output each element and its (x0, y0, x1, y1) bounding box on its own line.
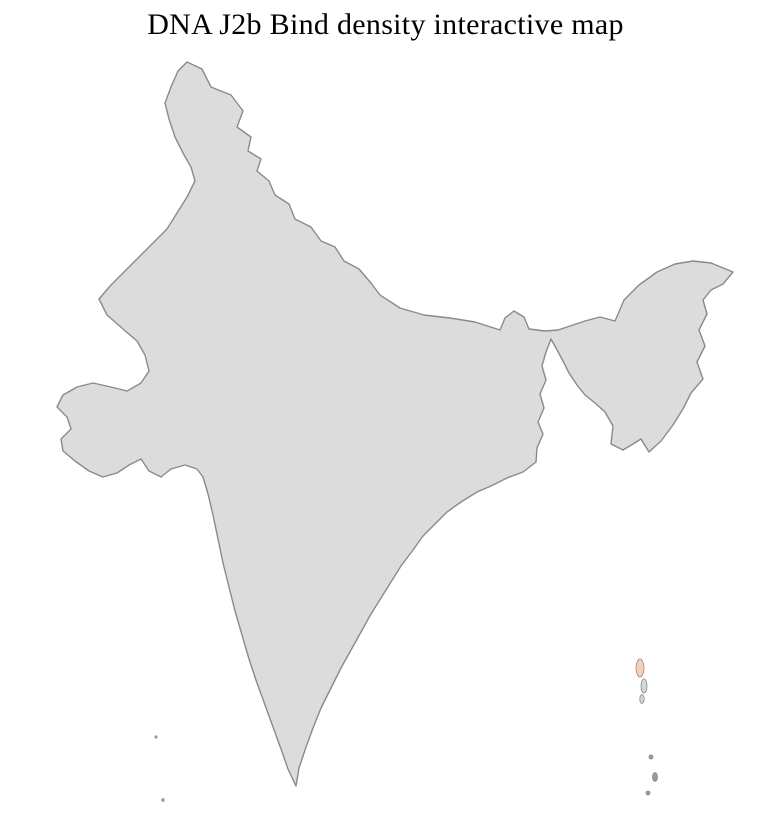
nicobar-island-1[interactable] (648, 754, 654, 760)
district-region[interactable] (233, 645, 247, 660)
district-region[interactable] (216, 696, 227, 708)
district-region[interactable] (206, 676, 221, 691)
andaman-island-north[interactable] (635, 658, 645, 678)
andaman-island-middle[interactable] (640, 678, 648, 694)
lakshadweep-island-1[interactable] (154, 735, 158, 739)
map-title: DNA J2b Bind density interactive map (147, 8, 624, 41)
nicobar-island-2[interactable] (652, 772, 658, 782)
nicobar-island-3[interactable] (645, 790, 651, 796)
lakshadweep-island-2[interactable] (161, 798, 165, 802)
andaman-island-south[interactable] (639, 694, 645, 704)
district-region[interactable] (216, 613, 232, 630)
lakshadweep-islands (154, 735, 165, 802)
district-region[interactable] (533, 471, 547, 484)
india-outline (56, 61, 734, 787)
district-region[interactable] (559, 382, 574, 397)
andaman-nicobar-islands (635, 658, 658, 796)
